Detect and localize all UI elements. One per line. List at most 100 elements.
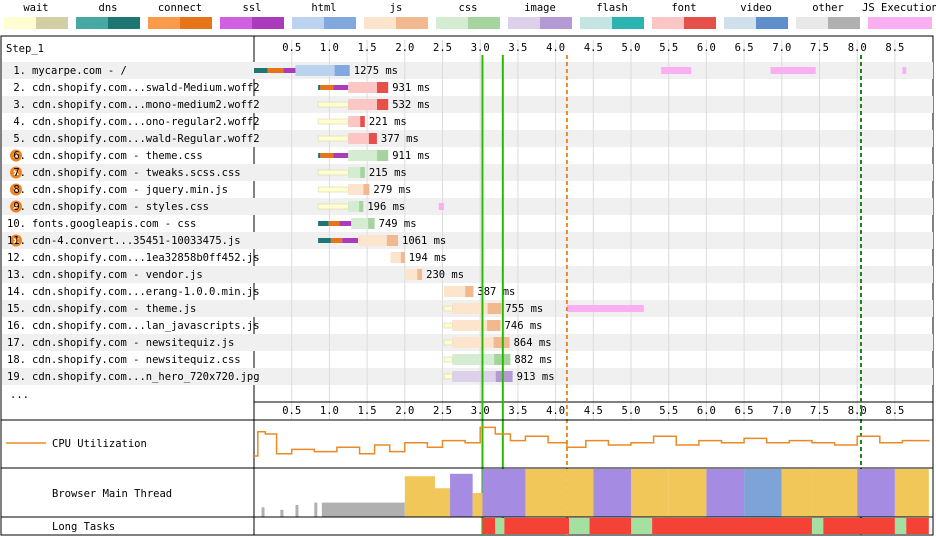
tick-label-bottom: 0.5 bbox=[282, 405, 301, 417]
tick-label-bottom: 6.0 bbox=[697, 405, 716, 417]
ttfb-segment bbox=[358, 235, 387, 246]
long-task-span bbox=[504, 518, 570, 534]
request-index: 12. bbox=[7, 252, 26, 264]
legend-swatch-dark bbox=[252, 17, 284, 29]
ttfb-segment bbox=[404, 269, 418, 280]
request-duration: 215 ms bbox=[369, 167, 407, 179]
long-task-span bbox=[823, 518, 895, 534]
tick-label-top: 2.0 bbox=[395, 42, 414, 54]
request-index: 14. bbox=[7, 286, 26, 298]
dns-segment bbox=[318, 238, 331, 243]
main-thread-label: Browser Main Thread bbox=[52, 488, 172, 500]
request-row: 12. cdn.shopify.com...1ea32858b0ff452.js 1… bbox=[7, 252, 447, 264]
main-thread-activity bbox=[404, 476, 435, 517]
legend-swatch-light bbox=[724, 17, 756, 29]
legend-label: wait bbox=[23, 2, 48, 14]
main-thread-activity bbox=[261, 507, 265, 517]
legend-swatch-light bbox=[292, 17, 324, 29]
download-segment bbox=[417, 269, 423, 280]
request-label: cdn.shopify.com...ono-regular2.woff2 bbox=[32, 116, 260, 128]
legend-swatch-light bbox=[76, 17, 108, 29]
legend-label: image bbox=[524, 2, 556, 14]
request-label: cdn.shopify.com...mono-medium2.woff2 bbox=[32, 99, 260, 111]
tick-label-bottom: 2.0 bbox=[395, 405, 414, 417]
request-duration: 532 ms bbox=[392, 99, 430, 111]
request-row: 2. cdn.shopify.com...swald-Medium.woff2 93… bbox=[13, 82, 430, 94]
ssl-segment bbox=[342, 238, 359, 243]
legend-swatch-light bbox=[508, 17, 540, 29]
request-label: cdn.shopify.com - newsitequiz.js bbox=[32, 337, 234, 349]
wait-segment bbox=[318, 102, 349, 107]
warning-icon-glyph: × bbox=[13, 149, 20, 162]
js-execution-mark bbox=[566, 305, 644, 312]
request-label: cdn.shopify.com - styles.css bbox=[32, 201, 209, 213]
legend-item-css: css bbox=[436, 2, 500, 29]
request-row: 4. cdn.shopify.com...ono-regular2.woff2 22… bbox=[13, 116, 407, 128]
tick-label-top: 7.5 bbox=[810, 42, 829, 54]
tick-label-top: 0.5 bbox=[282, 42, 301, 54]
request-index: 1. bbox=[13, 65, 26, 77]
legend-label: connect bbox=[158, 2, 202, 14]
long-tasks: Long Tasks bbox=[1, 516, 933, 534]
warning-icon bbox=[10, 149, 22, 162]
legend-swatch-dark bbox=[324, 17, 356, 29]
cpu-utilization: CPU Utilization bbox=[1, 419, 933, 457]
request-index: 6. bbox=[13, 150, 26, 162]
download-segment bbox=[493, 337, 510, 348]
tick-label-top: 5.5 bbox=[659, 42, 678, 54]
request-duration: 1061 ms bbox=[402, 235, 446, 247]
download-segment bbox=[465, 286, 474, 297]
download-segment bbox=[487, 303, 502, 314]
row-stripe bbox=[2, 62, 933, 79]
warning-icon-glyph: × bbox=[13, 234, 20, 247]
request-duration: 377 ms bbox=[381, 133, 419, 145]
tick-label-bottom: 1.0 bbox=[320, 405, 339, 417]
request-row: 14. cdn.shopify.com...erang-1.0.0.min.js 3… bbox=[7, 286, 515, 298]
request-label: cdn.shopify.com...swald-Medium.woff2 bbox=[32, 82, 260, 94]
legend-item-js-execution: JS Execution bbox=[862, 2, 936, 29]
long-task-span bbox=[495, 518, 505, 534]
legend-item-wait: wait bbox=[4, 2, 68, 29]
legend-swatch-light bbox=[868, 17, 900, 29]
warning-icon bbox=[10, 234, 22, 247]
tick-label-bottom: 4.0 bbox=[546, 405, 565, 417]
wait-segment bbox=[444, 306, 453, 311]
legend-item-html: html bbox=[292, 2, 356, 29]
request-index: 18. bbox=[7, 354, 26, 366]
request-row: ×8. cdn.shopify.com - jquery.min.js 279 ms bbox=[10, 183, 411, 196]
download-segment bbox=[363, 184, 370, 195]
request-index: 11. bbox=[7, 235, 26, 247]
main-thread-activity bbox=[566, 469, 594, 517]
download-segment bbox=[495, 371, 513, 382]
request-label: mycarpe.com - / bbox=[32, 65, 127, 77]
request-duration: 221 ms bbox=[369, 116, 407, 128]
legend-item-connect: connect bbox=[148, 2, 212, 29]
request-index: 19. bbox=[7, 371, 26, 383]
download-segment bbox=[377, 150, 389, 161]
legend-swatch-dark bbox=[36, 17, 68, 29]
request-row: 10. fonts.googleapis.com - css 749 ms bbox=[7, 218, 417, 230]
long-task-span bbox=[652, 518, 812, 534]
request-duration: 882 ms bbox=[514, 354, 552, 366]
legend-swatch-light bbox=[580, 17, 612, 29]
ssl-segment bbox=[333, 153, 349, 158]
main-thread-activity bbox=[781, 469, 812, 517]
request-index: 3. bbox=[13, 99, 26, 111]
ttfb-segment bbox=[295, 65, 335, 76]
request-duration: 387 ms bbox=[477, 286, 515, 298]
wait-segment bbox=[444, 323, 453, 328]
timing-markers bbox=[481, 55, 862, 535]
js-execution-mark bbox=[438, 203, 445, 210]
cpu-utilization-line bbox=[254, 426, 930, 457]
ttfb-segment bbox=[348, 201, 360, 212]
legend-swatch-dark bbox=[756, 17, 788, 29]
main-thread-activity bbox=[472, 493, 483, 517]
legend-label: html bbox=[311, 2, 336, 14]
row-stripe bbox=[2, 266, 933, 283]
tick-label-bottom: 8.0 bbox=[848, 405, 867, 417]
ttfb-segment bbox=[348, 82, 378, 93]
request-row: ×9. cdn.shopify.com - styles.css 196 ms bbox=[10, 200, 405, 213]
tick-label-top: 8.0 bbox=[848, 42, 867, 54]
legend-label: js bbox=[390, 2, 403, 14]
